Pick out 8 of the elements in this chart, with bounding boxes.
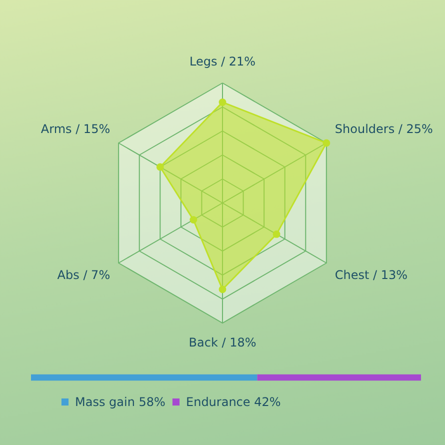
spoke-label: Arms / 15% [40, 122, 110, 136]
spoke-label: Abs / 7% [57, 268, 110, 282]
spoke-label: Back / 18% [188, 335, 256, 350]
legend-label: Endurance 42% [186, 395, 281, 409]
spoke-label: Legs / 21% [189, 54, 256, 69]
legend-label: Mass gain 58% [75, 395, 166, 409]
spoke-label: Shoulders / 25% [334, 122, 433, 136]
spoke-label: Chest / 13% [334, 268, 408, 282]
